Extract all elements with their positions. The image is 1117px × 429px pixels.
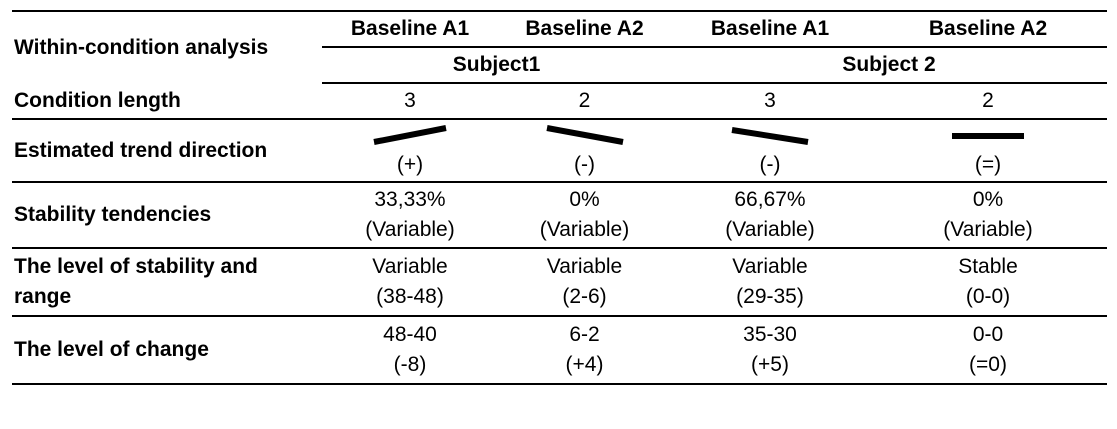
cell-value: 35-30 [743,323,797,346]
header-row-label: Within-condition analysis [12,10,322,83]
row-label: The level of change [12,316,322,385]
cell-value: 66,67% [734,188,806,211]
cell-value: 0% [972,188,1004,211]
cell-value: 3 [671,83,869,120]
cell-note: (-8) [393,353,427,376]
trend-cell: (+) [322,119,498,183]
stability-row: Stability tendencies 33,33% (Variable) 0%… [12,182,1107,249]
phase-header: Baseline A1 [671,10,869,48]
trend-sign: (-) [759,152,781,176]
subject-header: Subject 2 [671,47,1107,84]
phase-header: Baseline A1 [322,10,498,48]
trend-cell: (-) [671,119,869,183]
condition-length-row: Condition length 3 2 3 2 [12,83,1107,120]
cell-value: Variable [546,255,623,278]
stability-cell: 33,33% (Variable) [322,182,498,249]
cell-value: 3 [322,83,498,120]
phase-header: Baseline A2 [869,10,1107,48]
stability-cell: 66,67% (Variable) [671,182,869,249]
row-label: Stability tendencies [12,182,322,249]
trend-line-down-icon [675,122,865,150]
trend-cell: (-) [498,119,671,183]
cell-value: 48-40 [383,323,437,346]
cell-value: 6-2 [569,323,600,346]
header-subject-row: Subject1 Subject 2 [12,47,1107,84]
level-stability-cell: Variable (38-48) [322,248,498,317]
cell-value: Variable [732,255,808,278]
cell-value: 0% [569,188,600,211]
cell-note: (2-6) [562,285,607,308]
subject-header: Subject1 [322,47,671,84]
level-change-cell: 6-2 (+4) [498,316,671,385]
cell-note: (Variable) [943,218,1033,241]
trend-row: Estimated trend direction (+) (-) (-) (=… [12,119,1107,183]
stability-cell: 0% (Variable) [498,182,671,249]
level-stability-cell: Variable (29-35) [671,248,869,317]
cell-value: 2 [869,83,1107,120]
cell-value: Variable [372,255,448,278]
row-label: Condition length [12,83,322,120]
phase-header: Baseline A2 [498,10,671,48]
cell-note: (+4) [565,353,604,376]
trend-sign: (=) [974,152,1002,176]
stability-cell: 0% (Variable) [869,182,1107,249]
level-stability-cell: Stable (0-0) [869,248,1107,317]
level-change-cell: 48-40 (-8) [322,316,498,385]
level-change-cell: 0-0 (=0) [869,316,1107,385]
level-change-cell: 35-30 (+5) [671,316,869,385]
cell-note: (Variable) [365,218,455,241]
trend-sign: (-) [574,152,595,176]
cell-note: (+5) [751,353,789,376]
cell-value: 33,33% [374,188,446,211]
cell-note: (Variable) [725,218,815,241]
row-label: The level of stability and range [12,248,322,317]
within-condition-analysis-table: Within-condition analysis Baseline A1 Ba… [12,10,1107,385]
level-stability-row: The level of stability and range Variabl… [12,248,1107,317]
header-phase-row: Within-condition analysis Baseline A1 Ba… [12,10,1107,83]
cell-value: Stable [958,255,1018,278]
cell-note: (29-35) [736,285,804,308]
level-stability-cell: Variable (2-6) [498,248,671,317]
trend-sign: (+) [396,152,424,176]
level-change-row: The level of change 48-40 (-8) 6-2 (+4) 35… [12,316,1107,385]
trend-line-flat-icon [873,122,1103,150]
trend-line-up-icon [326,122,494,150]
trend-cell: (=) [869,119,1107,183]
cell-note: (38-48) [376,285,444,308]
row-label: Estimated trend direction [12,119,322,183]
cell-value: 0-0 [972,323,1004,346]
cell-note: (Variable) [539,218,630,241]
cell-note: (0-0) [965,285,1011,308]
cell-value: 2 [498,83,671,120]
trend-line-down-icon [502,122,667,150]
cell-note: (=0) [969,353,1007,376]
